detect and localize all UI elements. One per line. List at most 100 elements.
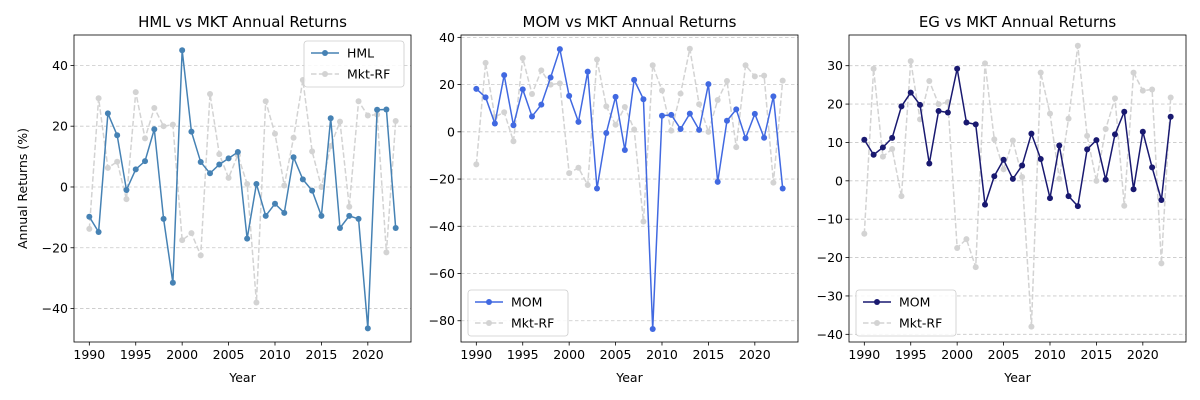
- data-point: [327, 115, 334, 122]
- data-point: [963, 119, 970, 126]
- data-point: [216, 151, 223, 158]
- chart-panel-3: −40 −30 −20 −10 0 10 20 30 1990 1995 2000 2005 2010 2…: [817, 13, 1187, 385]
- data-point: [603, 103, 610, 110]
- data-point: [1009, 175, 1016, 182]
- data-point: [742, 62, 749, 69]
- series-line-mkt-rf: [475, 48, 784, 222]
- data-point: [686, 110, 693, 117]
- data-point: [723, 78, 730, 85]
- legend-swatch-marker: [874, 320, 880, 326]
- data-point: [696, 101, 703, 108]
- legend-swatch-marker: [874, 299, 880, 305]
- data-point: [761, 72, 768, 79]
- data-point: [262, 212, 269, 219]
- data-point: [1084, 132, 1091, 139]
- data-point: [188, 128, 195, 135]
- data-point: [336, 118, 343, 125]
- data-point: [491, 120, 498, 127]
- data-point: [290, 154, 297, 161]
- data-point: [271, 200, 278, 207]
- chart-title: EG vs MKT Annual Returns: [919, 13, 1117, 31]
- data-point: [1111, 95, 1118, 102]
- data-point: [658, 112, 665, 119]
- series-line-mkt-rf: [863, 45, 1172, 327]
- data-point: [972, 264, 979, 271]
- data-point: [519, 86, 526, 93]
- data-point: [944, 109, 951, 116]
- data-point: [355, 98, 362, 105]
- data-point: [566, 170, 573, 177]
- data-point: [1139, 87, 1146, 94]
- data-point: [1019, 173, 1026, 180]
- data-point: [879, 144, 886, 151]
- data-point: [770, 179, 777, 186]
- data-point: [733, 106, 740, 113]
- series-line-mom: [475, 46, 784, 330]
- y-tick-label: 20: [439, 77, 455, 92]
- data-point: [926, 160, 933, 167]
- data-point: [510, 122, 517, 129]
- legend-label: Mkt-RF: [347, 67, 390, 82]
- data-point: [309, 148, 316, 155]
- data-point: [556, 46, 563, 53]
- data-point: [1065, 115, 1072, 122]
- data-point: [1056, 142, 1063, 149]
- legend-swatch-marker: [322, 71, 328, 77]
- legend: MOM Mkt-RF: [855, 289, 957, 337]
- data-point: [575, 164, 582, 171]
- data-point: [1130, 186, 1137, 193]
- data-point: [207, 170, 214, 177]
- data-point: [612, 93, 619, 100]
- axes-frame: [460, 34, 799, 343]
- data-point: [1167, 113, 1174, 120]
- data-point: [972, 121, 979, 128]
- x-tick-label: 2015: [693, 347, 725, 362]
- data-point: [519, 55, 526, 62]
- data-point: [733, 144, 740, 151]
- data-point: [861, 230, 868, 237]
- data-point: [1009, 137, 1016, 144]
- data-point: [244, 235, 251, 242]
- data-point: [889, 134, 896, 141]
- data-point: [392, 118, 399, 125]
- legend-swatch-marker: [486, 299, 492, 305]
- data-point: [86, 225, 93, 232]
- x-tick-label: 1990: [848, 347, 880, 362]
- data-point: [1149, 86, 1156, 93]
- data-point: [1037, 69, 1044, 76]
- plot-area: [86, 47, 399, 332]
- data-point: [132, 89, 139, 96]
- data-point: [188, 230, 195, 237]
- data-point: [889, 145, 896, 152]
- data-point: [1102, 126, 1109, 133]
- y-tick-label: −20: [429, 172, 455, 187]
- data-point: [179, 237, 186, 244]
- data-point: [473, 161, 480, 168]
- data-point: [1158, 197, 1165, 204]
- data-point: [649, 62, 656, 69]
- chart-title: HML vs MKT Annual Returns: [138, 13, 347, 31]
- data-point: [1102, 176, 1109, 183]
- data-point: [123, 187, 130, 194]
- data-point: [1130, 69, 1137, 76]
- data-point: [142, 135, 149, 142]
- data-point: [677, 125, 684, 132]
- data-point: [244, 180, 251, 187]
- x-tick-label: 1990: [460, 347, 492, 362]
- data-point: [529, 113, 536, 120]
- y-tick-label: −60: [429, 266, 455, 281]
- data-point: [114, 132, 121, 139]
- data-point: [714, 178, 721, 185]
- data-point: [761, 134, 768, 141]
- data-point: [114, 158, 121, 165]
- x-tick-label: 2020: [352, 347, 384, 362]
- data-point: [151, 104, 158, 111]
- y-tick-label: −40: [42, 301, 68, 316]
- x-tick-label: 2005: [988, 347, 1020, 362]
- data-point: [299, 176, 306, 183]
- data-point: [336, 225, 343, 232]
- data-point: [668, 111, 675, 118]
- data-point: [982, 201, 989, 208]
- data-point: [207, 90, 214, 97]
